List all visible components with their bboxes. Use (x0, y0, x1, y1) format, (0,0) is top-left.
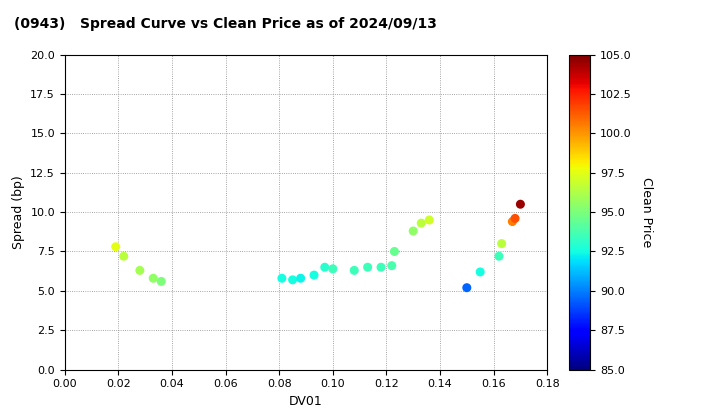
Point (134, 267, 145, 274)
Point (389, 248, 400, 255)
Point (461, 284, 472, 291)
Point (509, 215, 521, 222)
Point (386, 262, 397, 269)
Point (507, 218, 518, 225)
Point (375, 264, 387, 270)
Point (423, 217, 435, 223)
Point (295, 275, 307, 281)
Point (308, 272, 320, 278)
Point (496, 240, 508, 247)
Point (474, 269, 486, 276)
Point (287, 276, 298, 283)
Point (156, 278, 167, 285)
Y-axis label: Clean Price: Clean Price (639, 177, 653, 247)
Point (148, 275, 159, 281)
Point (348, 267, 360, 274)
Point (327, 265, 338, 272)
Point (515, 201, 526, 207)
Point (408, 228, 419, 234)
Point (362, 264, 374, 270)
Y-axis label: Spread (bp): Spread (bp) (12, 175, 24, 249)
Point (319, 264, 330, 270)
Point (493, 253, 505, 260)
Point (118, 253, 130, 260)
X-axis label: DV01: DV01 (289, 395, 323, 408)
Point (415, 220, 427, 226)
Point (276, 275, 288, 281)
Point (110, 243, 122, 250)
Text: (0943)   Spread Curve vs Clean Price as of 2024/09/13: (0943) Spread Curve vs Clean Price as of… (14, 17, 437, 31)
